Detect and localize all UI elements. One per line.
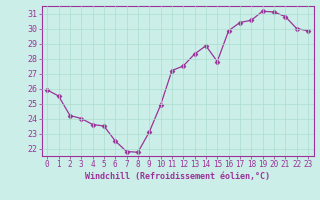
X-axis label: Windchill (Refroidissement éolien,°C): Windchill (Refroidissement éolien,°C) bbox=[85, 172, 270, 181]
